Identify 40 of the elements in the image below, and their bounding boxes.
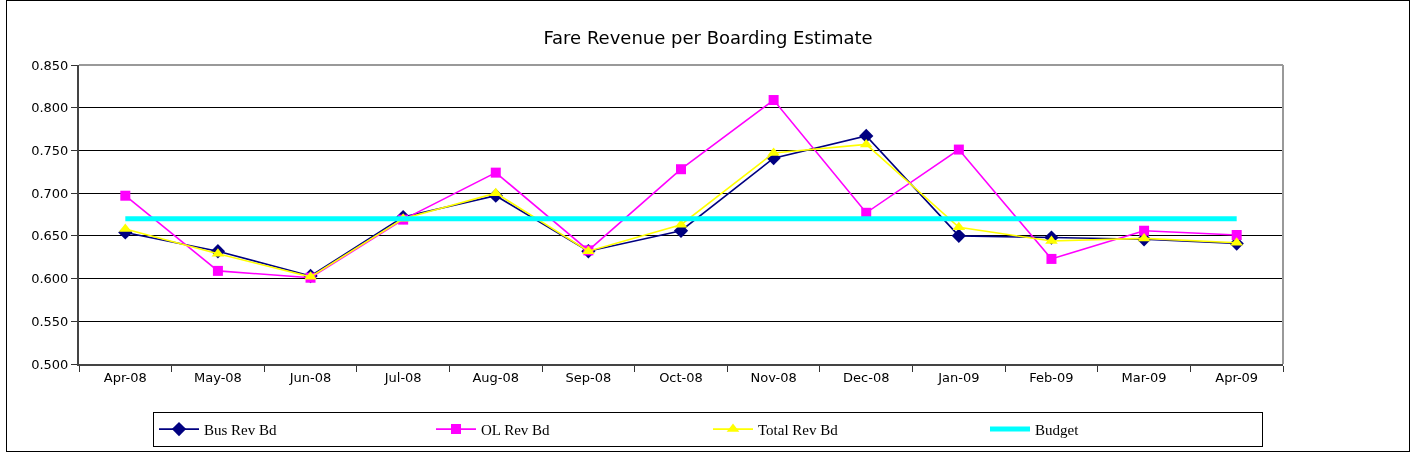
y-tick-label: 0.800 [31,100,69,116]
x-tick-label: Apr-08 [103,369,147,385]
x-tick-label: Oct-08 [659,369,703,385]
x-tick-label: Sep-08 [565,369,612,385]
x-tick-label: Mar-09 [1121,369,1167,385]
point [1046,253,1057,264]
legend-label: Bus Rev Bd [204,421,278,438]
x-tick-label: Jun-08 [288,369,332,385]
y-tick-label: 0.650 [31,228,69,244]
point [952,221,966,231]
point [676,164,686,175]
y-tick-label: 0.700 [31,185,69,201]
x-tick-label: Dec-08 [843,369,890,385]
x-tick-label: Aug-08 [472,369,520,385]
point [768,95,779,106]
x-tick-label: May-08 [193,369,242,385]
y-tick-label: 0.850 [31,57,69,73]
point [859,128,874,144]
point [1137,232,1151,242]
legend-label: Budget [1035,421,1080,438]
point [859,138,873,148]
point [951,228,966,244]
x-tick-label: Jan-09 [937,369,980,385]
point [1231,230,1242,240]
point [1139,225,1150,236]
legend-label: OL Rev Bd [481,421,551,438]
point [953,144,964,155]
y-tick-label: 0.550 [31,313,69,329]
point [120,190,131,201]
point [490,167,501,178]
x-tick-label: Jul-08 [383,369,422,385]
point [212,265,223,276]
y-tick-label: 0.750 [31,142,69,158]
x-tick-label: Feb-09 [1029,369,1074,385]
legend-label: Total Rev Bd [758,421,839,438]
x-tick-label: Nov-08 [750,369,797,385]
y-tick-label: 0.500 [31,356,69,372]
x-tick-label: Apr-09 [1215,369,1259,385]
chart-title: Fare Revenue per Boarding Estimate [543,27,873,49]
y-tick-label: 0.600 [31,271,69,287]
